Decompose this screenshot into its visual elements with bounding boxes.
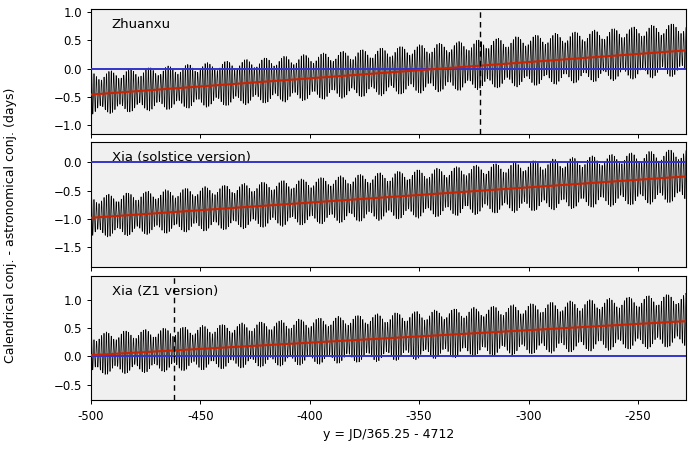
Text: Xia (Z1 version): Xia (Z1 version): [112, 284, 218, 297]
Text: Xia (solstice version): Xia (solstice version): [112, 151, 251, 164]
Text: Calendrical conj. - astronomical conj. (days): Calendrical conj. - astronomical conj. (…: [4, 87, 17, 363]
Text: Zhuanxu: Zhuanxu: [112, 18, 171, 31]
X-axis label: y = JD/365.25 - 4712: y = JD/365.25 - 4712: [323, 428, 454, 441]
